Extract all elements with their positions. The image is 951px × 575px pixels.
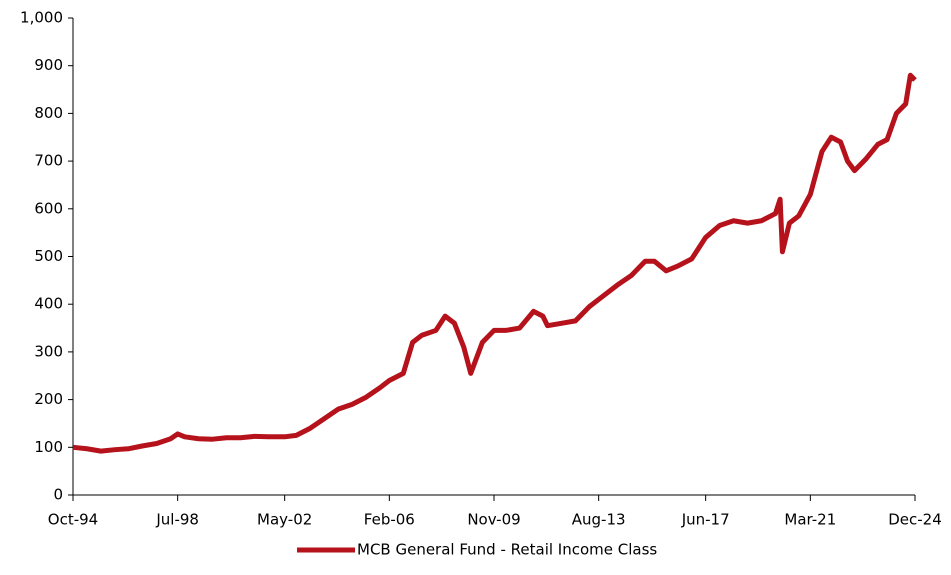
x-tick-label: Nov-09 bbox=[467, 511, 520, 529]
y-tick-label: 900 bbox=[34, 56, 63, 74]
x-tick-label: Jun-17 bbox=[681, 511, 730, 529]
y-tick-label: 500 bbox=[34, 247, 63, 265]
x-tick-label: Dec-24 bbox=[888, 511, 942, 529]
x-tick-label: Feb-06 bbox=[364, 511, 415, 529]
legend-label: MCB General Fund - Retail Income Class bbox=[357, 541, 657, 559]
y-tick-label: 0 bbox=[53, 486, 63, 504]
y-tick-label: 600 bbox=[34, 199, 63, 217]
y-tick-label: 400 bbox=[34, 295, 63, 313]
y-tick-label: 100 bbox=[34, 438, 63, 456]
x-tick-label: Mar-21 bbox=[784, 511, 836, 529]
x-tick-label: Aug-13 bbox=[572, 511, 626, 529]
y-tick-label: 200 bbox=[34, 390, 63, 408]
y-tick-label: 800 bbox=[34, 104, 63, 122]
data-line bbox=[72, 72, 917, 454]
x-tick-label: Oct-94 bbox=[48, 511, 98, 529]
y-tick-label: 300 bbox=[34, 342, 63, 360]
x-tick-label: Jul-98 bbox=[155, 511, 199, 529]
y-tick-label: 1,000 bbox=[20, 9, 63, 27]
y-tick-label: 700 bbox=[34, 152, 63, 170]
x-tick-label: May-02 bbox=[257, 511, 312, 529]
